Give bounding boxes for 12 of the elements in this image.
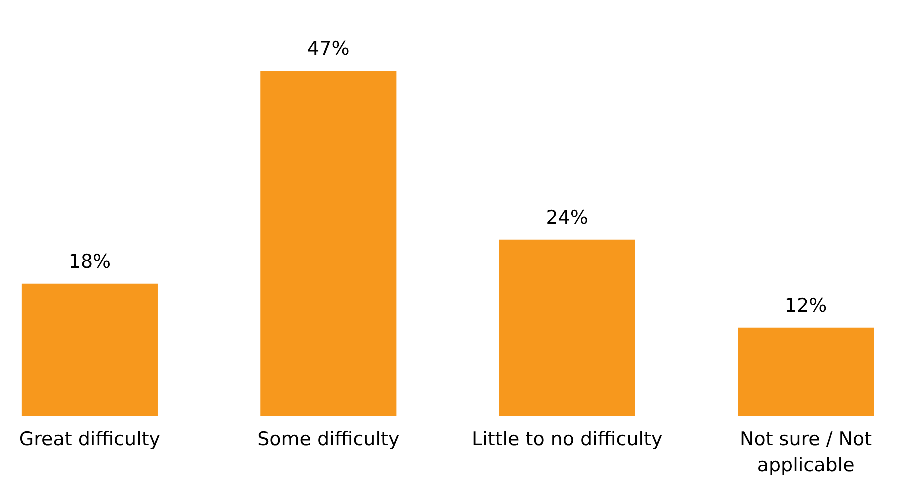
bar [499,240,636,416]
bar [738,328,874,416]
bar [22,284,158,416]
data-label: 18% [68,250,112,273]
bar [260,71,397,416]
data-label: 24% [546,206,588,229]
x-tick-label: Some difficulty [258,428,400,450]
x-tick-label: Little to no difficulty [472,428,663,450]
x-tick-label: Great difficulty [19,428,161,450]
data-label: 47% [308,38,350,60]
x-tick-label: Not sure / Not applicable [740,428,872,476]
data-label: 12% [784,294,828,317]
